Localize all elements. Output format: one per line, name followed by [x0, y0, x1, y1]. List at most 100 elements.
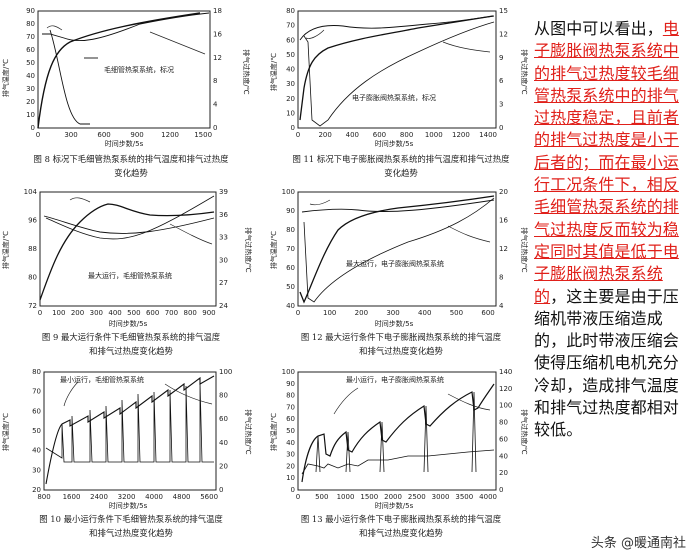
x-axis-label: 时间步数/5s	[105, 139, 144, 148]
y2-axis-label: 排气过热度/℃	[244, 409, 253, 454]
annotation-arrows	[309, 199, 491, 243]
y2-tick-label: 20	[219, 462, 228, 470]
x-tick-label: 500	[450, 309, 463, 317]
figure-9-series	[39, 195, 215, 301]
y2-tick-label: 4	[213, 101, 218, 109]
y-tick-label: 0	[31, 124, 35, 132]
x-tick-label: 4000	[479, 493, 497, 501]
caption-line-2: 变化趋势	[384, 168, 418, 178]
y-tick-label: 96	[28, 217, 37, 225]
x-tick-label: 5600	[200, 493, 218, 501]
legend: 最大运行，电子膨胀阀热泵系统	[346, 259, 444, 268]
caption-line-1: 图 11 标况下电子膨胀阀热泵系统的排气温度和排气过热度	[292, 154, 510, 164]
figure-11-series	[299, 15, 495, 127]
x-tick-label: 800	[37, 493, 50, 501]
x-tick-label: 1000	[337, 493, 355, 501]
x-tick-label: 800	[183, 309, 196, 317]
annotation-arrows	[46, 25, 206, 55]
side-rest: ，这主要是由于压缩机带液压缩造成的，此时带液压缩会使得压缩机电机充分冷却，造成排…	[534, 286, 679, 440]
plot-frame	[297, 191, 497, 307]
x-tick-label: 100	[323, 309, 336, 317]
x-tick-label: 0	[296, 309, 300, 317]
caption-line-1: 图 12 最大运行条件下电子膨胀阀热泵系统的排气温度	[300, 332, 502, 342]
figure-12-chart: 最大运行，电子膨胀阀热泵系统 排气温度/℃ 排气过热度/℃ 时间步数/5s 0 1…	[269, 188, 529, 328]
x-tick-label: 1400	[479, 131, 497, 139]
y-tick-label: 40	[286, 439, 295, 447]
y2-tick-label: 16	[499, 217, 508, 225]
x-tick-label: 300	[386, 309, 399, 317]
y-tick-label: 80	[286, 392, 295, 400]
caption-line-2: 和排气过热度变化趋势	[359, 528, 443, 538]
x-axis-label: 时间步数/5s	[375, 139, 414, 148]
y2-tick-label: 0	[213, 124, 217, 132]
y-tick-label: 90	[26, 7, 35, 15]
figure-10: 最小运行，毛细管热泵系统 排气温度/℃ 排气过热度/℃ 时间步数/5s 800 1…	[0, 364, 262, 554]
y2-tick-label: 20	[499, 188, 508, 196]
y-tick-label: 80	[286, 7, 295, 15]
x-tick-label: 1200	[452, 131, 470, 139]
y2-tick-label: 27	[219, 279, 228, 287]
y2-tick-label: 8	[213, 77, 217, 85]
x-tick-label: 600	[373, 131, 386, 139]
y-tick-label: 100	[282, 188, 295, 196]
y-tick-label: 70	[32, 388, 41, 396]
y2-axis-label: 排气过热度/℃	[520, 409, 529, 454]
x-tick-label: 200	[318, 131, 331, 139]
y-axis-label: 排气温度/℃	[269, 231, 278, 269]
figure-10-chart: 最小运行，毛细管热泵系统 排气温度/℃ 排气过热度/℃ 时间步数/5s 800 1…	[1, 368, 253, 510]
figure-11: 电子膨胀阀热泵系统，标况 排气温度/℃ 排气过热度/℃ 时间步数/5s 0 200…	[268, 0, 534, 180]
tick-labels: 0 500 1000 1500 2000 2500 3000 3500 400001020304…	[282, 368, 513, 501]
x-tick-label: 4800	[173, 493, 191, 501]
annotation-arrows	[333, 387, 491, 415]
y-tick-label: 70	[286, 22, 295, 30]
plot-frame	[39, 191, 217, 307]
y-tick-label: 30	[286, 451, 295, 459]
x-tick-label: 500	[127, 309, 140, 317]
x-tick-label: 2000	[384, 493, 402, 501]
y2-tick-label: 12	[499, 30, 508, 38]
y2-tick-label: 12	[499, 245, 508, 253]
figure-12-series	[299, 195, 495, 304]
tick-labels: 0 200 400 600 800 1000 1200 1400010203040506070…	[286, 7, 508, 139]
x-tick-label: 600	[146, 309, 159, 317]
x-tick-label: 4000	[145, 493, 163, 501]
legend: 最小运行，毛细管热泵系统	[60, 375, 144, 384]
x-tick-label: 0	[296, 131, 300, 139]
y2-tick-label: 20	[499, 469, 508, 477]
y-tick-label: 60	[286, 264, 295, 272]
y2-tick-label: 9	[499, 54, 503, 62]
y-tick-label: 80	[28, 274, 37, 282]
y-tick-label: 10	[286, 474, 295, 482]
x-tick-label: 0	[296, 493, 300, 501]
y-tick-label: 60	[26, 46, 35, 54]
plot-frame	[297, 10, 497, 129]
figure-11-caption: 图 11 标况下电子膨胀阀热泵系统的排气温度和排气过热度 变化趋势	[268, 152, 534, 180]
x-tick-label: 600	[97, 131, 110, 139]
legend: 毛细管热泵系统，标况	[104, 65, 174, 74]
annotation-arrows	[63, 381, 213, 407]
y-tick-label: 70	[286, 245, 295, 253]
y2-tick-label: 80	[499, 419, 508, 427]
y-tick-label: 100	[282, 368, 295, 376]
y-tick-label: 20	[32, 486, 41, 494]
y2-tick-label: 100	[499, 402, 512, 410]
y-axis-label: 排气温度/℃	[269, 53, 278, 91]
y-tick-label: 88	[28, 245, 37, 253]
x-tick-label: 300	[90, 309, 103, 317]
x-tick-label: 1200	[161, 131, 179, 139]
x-axis-label: 时间步数/5s	[109, 319, 148, 328]
x-tick-label: 400	[346, 131, 359, 139]
x-tick-label: 500	[315, 493, 328, 501]
y2-tick-label: 16	[213, 30, 222, 38]
y-axis-label: 排气温度/℃	[269, 413, 278, 451]
x-tick-label: 400	[108, 309, 121, 317]
y-tick-label: 50	[32, 427, 41, 435]
y-tick-label: 60	[286, 36, 295, 44]
y2-tick-label: 4	[499, 302, 504, 310]
figure-10-caption: 图 10 最小运行条件下毛细管热泵系统的排气温度 和排气过热度变化趋势	[0, 512, 262, 540]
y2-tick-label: 8	[499, 274, 503, 282]
y-tick-label: 50	[286, 427, 295, 435]
figure-12-caption: 图 12 最大运行条件下电子膨胀阀热泵系统的排气温度 和排气过热度变化趋势	[268, 330, 534, 358]
y-tick-label: 50	[286, 51, 295, 59]
caption-line-2: 和排气过热度变化趋势	[89, 528, 173, 538]
